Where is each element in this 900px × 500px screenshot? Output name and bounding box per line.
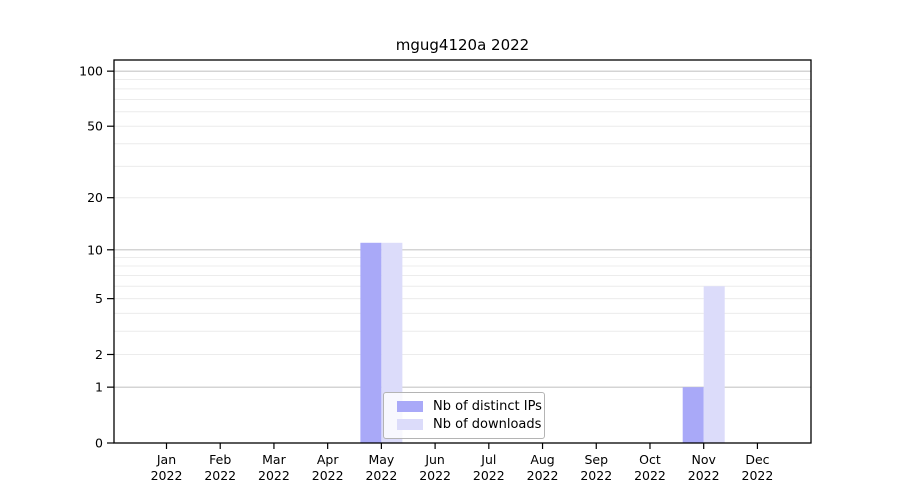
- x-tick-label: Jul 2022: [473, 452, 505, 483]
- x-tick-label: Oct 2022: [634, 452, 666, 483]
- chart-title: mgug4120a 2022: [395, 36, 530, 54]
- x-tick-label: Sep 2022: [580, 452, 612, 483]
- x-tick-label: Mar 2022: [258, 452, 290, 483]
- y-tick-label: 10: [87, 242, 103, 257]
- axes-frame: [113, 59, 812, 444]
- y-tick-label: 1: [95, 380, 103, 395]
- x-tick-label: Nov 2022: [688, 452, 720, 483]
- legend-entry-distinct-ips: Nb of distinct IPs: [397, 398, 542, 415]
- x-tick-label: May 2022: [365, 452, 397, 483]
- legend-label-downloads: Nb of downloads: [433, 416, 542, 432]
- x-tick-label: Feb 2022: [204, 452, 236, 483]
- y-tick-label: 5: [95, 291, 103, 306]
- bar-nb-of-distinct-ips-may: [360, 242, 382, 443]
- y-tick-label: 2: [95, 347, 103, 362]
- x-tick-label: Jun 2022: [419, 452, 451, 483]
- y-tick-label: 50: [87, 119, 103, 134]
- x-tick-label: Jan 2022: [151, 452, 183, 483]
- y-tick-label: 20: [87, 190, 103, 205]
- x-tick-label: Apr 2022: [312, 452, 344, 483]
- legend-label-distinct-ips: Nb of distinct IPs: [433, 399, 542, 415]
- bar-nb-of-downloads-nov: [703, 286, 725, 443]
- x-tick-label: Aug 2022: [527, 452, 559, 483]
- y-tick-label: 100: [79, 64, 103, 79]
- legend: Nb of distinct IPs Nb of downloads: [383, 392, 545, 439]
- legend-swatch-downloads: [397, 418, 423, 430]
- y-tick-label: 0: [95, 436, 103, 451]
- x-tick-label: Dec 2022: [742, 452, 774, 483]
- legend-swatch-distinct-ips: [397, 401, 423, 413]
- legend-entry-downloads: Nb of downloads: [397, 416, 541, 433]
- bar-nb-of-distinct-ips-nov: [682, 387, 704, 443]
